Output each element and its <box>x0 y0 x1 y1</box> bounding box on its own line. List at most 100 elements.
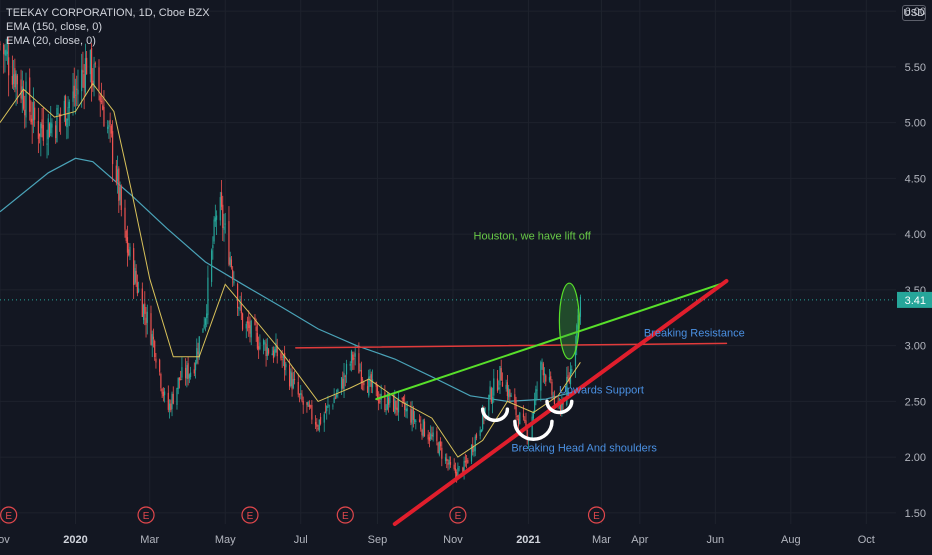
candle-body <box>337 389 339 392</box>
candle-body <box>333 397 335 404</box>
candle-body <box>387 398 390 405</box>
candle-body <box>107 126 109 129</box>
candle-body <box>185 367 187 379</box>
candle-body <box>20 79 22 99</box>
candle-body <box>82 70 84 73</box>
time-tick-label: Jul <box>294 534 308 546</box>
earnings-marker-label: E <box>247 511 254 522</box>
candle-body <box>291 372 293 390</box>
candle-body <box>214 217 216 222</box>
candle-body <box>288 365 291 387</box>
candle-body <box>40 123 42 138</box>
candle-body <box>246 321 249 324</box>
candle-body <box>162 391 164 397</box>
price-axis[interactable]: 6.005.505.004.504.003.503.002.502.001.50… <box>897 6 932 520</box>
candle-body <box>389 395 391 404</box>
candle-body <box>250 320 252 338</box>
candle-body <box>265 343 267 357</box>
candle-body <box>430 433 432 439</box>
time-tick-label: Nov <box>443 534 463 546</box>
candle-body <box>327 404 329 406</box>
candle-body <box>415 420 417 422</box>
candle-body <box>73 85 75 99</box>
candle-body <box>498 387 500 390</box>
candle-body <box>238 307 240 309</box>
price-tick-label: 2.50 <box>905 396 926 408</box>
candle-body <box>470 444 473 462</box>
candle-body <box>545 375 547 382</box>
candle-body <box>161 388 163 394</box>
ema150-line <box>0 157 581 403</box>
candle-body <box>314 422 317 425</box>
candle-body <box>490 388 492 403</box>
earnings-marker <box>336 506 354 524</box>
candle-body <box>541 362 543 364</box>
candle-body <box>34 107 36 120</box>
candle-body <box>422 419 424 437</box>
candle-body <box>84 58 86 93</box>
ema150-layer <box>0 157 581 403</box>
candle-body <box>326 405 328 412</box>
candle-body <box>72 91 74 102</box>
price-tick-label: 1.50 <box>905 508 926 520</box>
candle-body <box>223 226 225 230</box>
candle-body <box>145 317 147 325</box>
earnings-marker-label: E <box>342 511 349 522</box>
candle-body <box>177 377 179 389</box>
candle-body <box>413 419 416 422</box>
candle-body <box>360 370 362 383</box>
candle-body <box>241 313 244 330</box>
candle-body <box>532 411 534 419</box>
symbol-title[interactable]: TEEKAY CORPORATION, 1D, Cboe BZX <box>6 7 210 19</box>
earnings-marker <box>587 506 606 524</box>
candle-body <box>220 192 223 207</box>
candle-body <box>302 401 304 405</box>
candle-body <box>473 449 475 451</box>
candle-body <box>119 187 121 200</box>
candle-body <box>120 186 122 210</box>
candle-body <box>344 375 346 377</box>
candle-body <box>138 288 140 292</box>
candle-body <box>3 44 5 55</box>
ema20-legend[interactable]: EMA (20, close, 0) <box>6 35 96 47</box>
currency-badge[interactable]: USD <box>902 5 926 21</box>
candle-body <box>318 419 320 431</box>
candle-body <box>125 230 127 241</box>
candle-body <box>543 373 546 376</box>
candle-body <box>454 468 457 474</box>
candle-body <box>475 434 478 438</box>
candle-body <box>181 367 183 378</box>
candle-body <box>100 101 103 103</box>
candle-body <box>258 346 260 350</box>
candle-body <box>421 430 423 436</box>
candle-body <box>172 393 174 404</box>
candle-body <box>211 250 213 282</box>
candle-body <box>285 364 287 368</box>
ema150-legend[interactable]: EMA (150, close, 0) <box>6 21 102 33</box>
candles-layer <box>0 36 582 483</box>
candle-body <box>230 259 233 268</box>
price-tick-label: 4.00 <box>905 229 926 241</box>
candle-body <box>493 378 495 396</box>
candle-body <box>551 381 553 395</box>
candle-body <box>474 436 476 452</box>
candle-body <box>63 100 65 115</box>
candle-body <box>319 417 322 424</box>
candle-body <box>55 125 57 139</box>
time-axis[interactable]: Nov 2020 Mar May Jul Sep Nov 2021 Mar Apr Jun Aug Oc… <box>0 534 875 546</box>
candle-body <box>566 377 568 405</box>
candle-body <box>457 467 459 480</box>
chart-annotation: Upwards Support <box>559 385 644 397</box>
candle-body <box>48 123 51 138</box>
candle-body <box>194 362 197 371</box>
time-tick-label: May <box>215 534 236 546</box>
candle-body <box>577 315 579 329</box>
candle-body <box>14 68 16 88</box>
time-tick-label: Jun <box>706 534 724 546</box>
candle-body <box>83 74 85 88</box>
candle-body <box>284 352 286 371</box>
candle-body <box>6 51 9 55</box>
candle-body <box>86 57 88 75</box>
